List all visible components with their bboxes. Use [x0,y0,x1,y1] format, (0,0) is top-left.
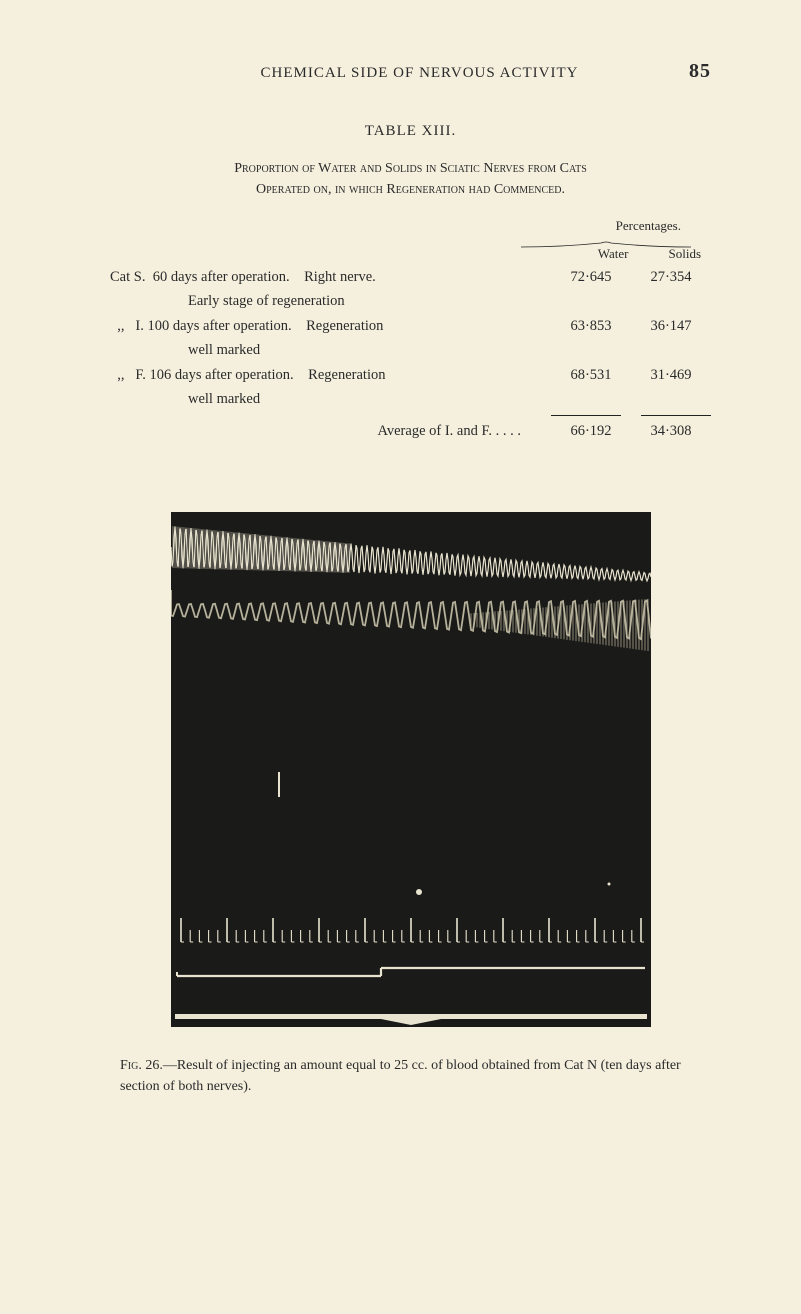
table-body: Cat S. 60 days after operation. Right ne… [110,266,711,442]
running-head: CHEMICAL SIDE OF NERVOUS ACTIVITY 85 [110,60,711,83]
figure-caption-rest: —Result of injecting an amount equal to … [120,1058,681,1094]
row-solids: 31·469 [631,364,711,386]
rule-divider [110,415,711,416]
figure-caption: Fig. 26.—Result of injecting an amount e… [120,1055,701,1097]
row-label: Cat S. 60 days after operation. Right ne… [110,266,551,288]
average-label: Average of I. and F. . . . . [110,420,551,442]
figure-image [171,512,651,1027]
table-row: Cat S. 60 days after operation. Right ne… [110,266,711,288]
row-sublabel: well marked [110,339,551,361]
col-solids: Solids [668,246,701,262]
percentages-label: Percentages. [110,218,681,234]
figure-caption-lead: Fig. 26. [120,1058,163,1073]
col-water: Water [598,246,629,262]
row-solids: 27·354 [631,266,711,288]
row-sublabel: well marked [110,388,551,410]
row-label: ,, F. 106 days after operation. Regenera… [110,364,551,386]
row-sublabel: Early stage of regeneration [110,290,551,312]
table-row-sub: well marked [110,388,711,410]
table-row-sub: well marked [110,339,711,361]
table-caption-line1: Proportion of Water and Solids in Sciati… [234,161,587,176]
table-row-average: Average of I. and F. . . . . 66·192 34·3… [110,420,711,442]
table-row: ,, I. 100 days after operation. Regenera… [110,315,711,337]
row-label: ,, I. 100 days after operation. Regenera… [110,315,551,337]
row-solids: 36·147 [631,315,711,337]
table-caption: Proportion of Water and Solids in Sciati… [130,158,691,200]
table-caption-line2: Operated on, in which Regeneration had C… [256,182,565,197]
row-water: 68·531 [551,364,631,386]
row-water: 72·645 [551,266,631,288]
row-water: 63·853 [551,315,631,337]
running-title: CHEMICAL SIDE OF NERVOUS ACTIVITY [150,65,689,82]
average-water: 66·192 [551,420,631,442]
column-heads: Water Solids [110,246,701,262]
table-row-sub: Early stage of regeneration [110,290,711,312]
page-number: 85 [689,60,711,83]
table-row: ,, F. 106 days after operation. Regenera… [110,364,711,386]
table-label: TABLE XIII. [110,123,711,140]
brace-icon [110,236,691,246]
average-solids: 34·308 [631,420,711,442]
